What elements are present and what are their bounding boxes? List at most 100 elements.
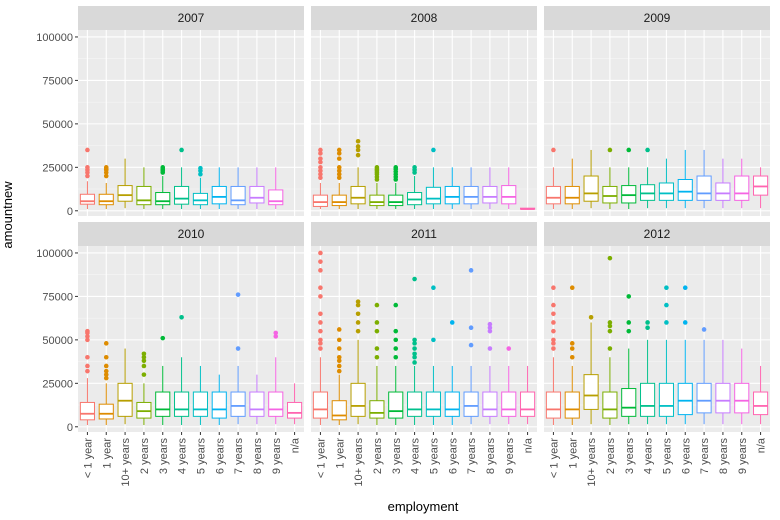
outlier-point xyxy=(318,151,323,156)
outlier-point xyxy=(318,165,323,170)
box-2012-6-years xyxy=(677,285,693,425)
panel-2010: 2010 0 25000 50000 75000 100000 < 1 year 1 year… xyxy=(36,222,304,487)
x-tick-label-4-years: 4 years xyxy=(177,438,189,475)
outlier-point xyxy=(235,292,241,297)
outlier-point xyxy=(506,346,512,351)
outlier-point xyxy=(393,337,399,343)
panel-2009: 2009 xyxy=(544,6,770,216)
outlier-point xyxy=(179,314,184,320)
outlier-point xyxy=(374,354,380,360)
outlier-point xyxy=(103,173,109,179)
outlier-point xyxy=(103,165,109,170)
outlier-point xyxy=(85,334,90,339)
box-2011-3-years xyxy=(388,302,404,426)
box-body xyxy=(98,403,114,420)
outlier-point xyxy=(487,325,493,331)
outlier-point xyxy=(318,259,323,264)
box-2011-10-years xyxy=(350,299,366,425)
outlier-point xyxy=(551,341,556,346)
box-body xyxy=(407,391,423,417)
panel-title-2010: 2010 xyxy=(178,227,205,241)
box-2008-1-year xyxy=(312,147,328,210)
box-2012-3-years xyxy=(621,294,637,425)
panel-strip-2011 xyxy=(311,222,537,246)
box-body xyxy=(331,400,347,421)
outlier-point xyxy=(374,302,380,308)
box-body xyxy=(155,391,171,417)
outlier-point xyxy=(318,341,323,346)
outlier-point xyxy=(141,354,147,360)
box-body xyxy=(174,391,190,417)
outlier-point xyxy=(318,171,323,177)
y-tick-label-100000: 100000 xyxy=(36,32,73,44)
panel-strip-2010 xyxy=(78,222,304,246)
outlier-point xyxy=(336,175,342,181)
outlier-point xyxy=(103,341,109,346)
outlier-point xyxy=(412,276,417,282)
box-2009-8-years xyxy=(715,158,731,209)
outlier-point xyxy=(355,320,361,325)
box-body xyxy=(98,193,114,206)
box-body xyxy=(79,401,95,421)
x-tick-label-4-years: 4 years xyxy=(410,438,422,475)
x-axis-title: employment xyxy=(388,499,459,514)
outlier-point xyxy=(664,320,669,325)
outlier-point xyxy=(487,328,493,334)
x-tick-label-4-years: 4 years xyxy=(643,438,655,475)
outlier-point xyxy=(682,285,688,291)
box-body xyxy=(425,186,441,205)
box-body xyxy=(444,185,460,205)
outlier-point xyxy=(393,354,399,360)
outlier-point xyxy=(355,144,361,149)
outlier-point xyxy=(355,299,361,304)
outlier-point xyxy=(355,328,361,334)
outlier-point xyxy=(318,320,323,325)
box-2008-3-years xyxy=(388,165,404,210)
box-2007-4-years xyxy=(174,147,190,210)
box-body xyxy=(350,185,366,205)
box-2007-8-years xyxy=(249,167,265,210)
panel-strip-2008 xyxy=(311,6,537,30)
outlier-point xyxy=(374,328,380,334)
box-body xyxy=(564,185,580,205)
x-tick-label-5-years: 5 years xyxy=(661,438,673,475)
outlier-point xyxy=(273,334,279,339)
outlier-point xyxy=(198,171,203,177)
box-body xyxy=(369,400,385,419)
box-body xyxy=(388,194,404,207)
outlier-point xyxy=(626,320,632,325)
panel-title-2007: 2007 xyxy=(178,11,205,25)
box-2011-8-years xyxy=(482,321,498,425)
box-2008-n-a xyxy=(520,207,536,210)
x-tick-label-6-years: 6 years xyxy=(214,438,226,475)
outlier-point xyxy=(682,320,688,325)
outlier-point xyxy=(607,255,613,261)
box-2011-9-years xyxy=(501,346,517,425)
box-body xyxy=(268,189,284,206)
box-body xyxy=(482,391,498,417)
x-tick-label-3-years: 3 years xyxy=(158,438,170,475)
x-tick-label-n-a: n/a xyxy=(290,437,302,453)
box-body xyxy=(425,391,441,417)
box-2009-10-years xyxy=(583,149,599,209)
panel-title-2012: 2012 xyxy=(644,227,671,241)
outlier-point xyxy=(664,285,669,291)
box-body xyxy=(287,401,303,419)
box-2011-4-years xyxy=(407,276,423,426)
outlier-point xyxy=(431,337,436,343)
outlier-point xyxy=(607,320,613,325)
panel-title-2011: 2011 xyxy=(411,227,437,241)
outlier-point xyxy=(355,138,361,144)
outlier-point xyxy=(273,330,279,336)
outlier-point xyxy=(336,354,342,360)
box-body xyxy=(350,382,366,417)
outlier-point xyxy=(336,168,342,174)
outlier-point xyxy=(569,285,575,291)
outlier-point xyxy=(468,342,474,348)
y-tick-label-75000: 75000 xyxy=(42,75,73,87)
panel-background-2012 xyxy=(544,246,770,432)
panel-title-2009: 2009 xyxy=(644,11,671,25)
box-body xyxy=(463,185,479,205)
x-tick-label-9-years: 9 years xyxy=(504,438,516,475)
